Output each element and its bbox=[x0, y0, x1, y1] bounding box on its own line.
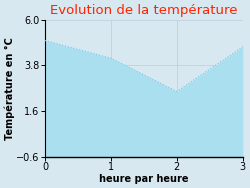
Y-axis label: Température en °C: Température en °C bbox=[4, 37, 15, 140]
Title: Evolution de la température: Evolution de la température bbox=[50, 4, 238, 17]
X-axis label: heure par heure: heure par heure bbox=[99, 174, 189, 184]
